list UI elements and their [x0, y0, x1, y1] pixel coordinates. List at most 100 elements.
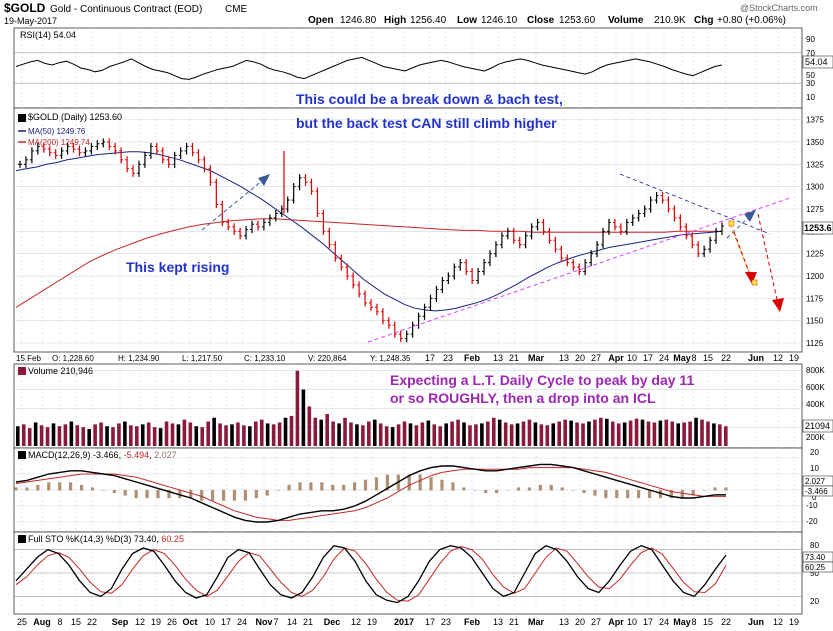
volume-bar — [152, 427, 157, 446]
x-tick-label: Mar — [528, 353, 545, 363]
x-tick-label: 15 — [703, 353, 713, 363]
volume-bar — [194, 426, 199, 446]
price-bar — [303, 174, 308, 186]
info-y: Y: 1,248.35 — [370, 354, 411, 363]
volume-bar — [462, 422, 466, 446]
trendline-support — [367, 197, 791, 343]
macd-hist-bar — [90, 487, 95, 491]
price-bar — [583, 259, 588, 276]
price-bar — [517, 236, 522, 249]
price-bar — [309, 178, 314, 195]
volume-bar — [426, 420, 431, 446]
macd-hist-bar — [527, 487, 531, 491]
volume-bars — [16, 370, 728, 446]
chg-label: Chg — [694, 15, 713, 26]
volume-bar — [129, 425, 133, 446]
arrow-rising — [201, 175, 269, 231]
price-bar — [89, 142, 94, 155]
volume-value-box: 21094 — [805, 421, 830, 431]
x-tick-label: 10 — [205, 617, 215, 627]
volume-bar — [307, 406, 312, 446]
volume-bar — [628, 420, 633, 446]
volume-bar — [390, 427, 395, 446]
macd-signal-line — [15, 467, 726, 521]
price-bar — [630, 214, 635, 226]
macd-hist-bar — [254, 490, 258, 499]
volume-bar — [283, 417, 288, 446]
sto-label-name: Full STO %K(14,3) %D(3) — [28, 534, 131, 544]
volume-bar — [81, 427, 86, 446]
vol-scale-600k: 600K — [806, 383, 825, 392]
macd-hist-bar — [658, 490, 663, 499]
volume-bar — [378, 423, 383, 446]
info-row: 15 Feb O: 1,228.60 H: 1,234.90 L: 1,217.… — [16, 354, 411, 363]
price-bar — [404, 330, 409, 343]
price-bar — [571, 259, 576, 271]
volume-bar — [575, 422, 579, 446]
volume-bar — [569, 420, 573, 446]
macd-hist-bar — [495, 490, 499, 494]
price-bar — [708, 236, 713, 253]
macd-panel: MACD(12,26,9) -3.466, -5.494, 2.027 20 1… — [13, 447, 833, 533]
macd-hist-bar — [702, 490, 706, 491]
volume-bar — [21, 424, 26, 446]
ma200-legend: MA(200) 1249.74 — [28, 138, 90, 147]
sto-value-box-2: 60.25 — [805, 563, 826, 572]
x-tick-label: May — [673, 617, 691, 627]
volume-bar — [480, 423, 484, 446]
volume-bar — [533, 422, 538, 446]
volume-bar — [468, 425, 472, 446]
volume-bar — [402, 421, 407, 446]
volume-bar — [105, 426, 109, 446]
close-label: Close — [527, 15, 555, 26]
macd-hist-bar — [473, 490, 477, 491]
x-tick-label: 12 — [135, 617, 145, 627]
volume-bar — [503, 422, 508, 446]
macd-hist-bar — [363, 479, 368, 491]
price-bar — [684, 223, 689, 240]
price-y-tick: 1300 — [806, 183, 824, 192]
volume-bar — [521, 421, 526, 446]
macd-hist-bar — [156, 490, 160, 499]
price-bar — [672, 205, 677, 222]
price-y-tick: 1325 — [806, 160, 824, 169]
price-bar — [77, 145, 82, 157]
price-y-tick: 1200 — [806, 272, 824, 281]
sto-label: Full STO %K(14,3) %D(3) 73.40, 60.25 — [28, 534, 184, 544]
macd-hist-bar — [47, 482, 51, 491]
price-bar — [196, 149, 201, 164]
vol-scale-400k: 400K — [806, 400, 825, 409]
price-bar — [487, 250, 492, 267]
macd-hist-bar — [571, 490, 575, 491]
volume-bar — [438, 426, 443, 446]
price-bar — [285, 196, 290, 213]
macd-hist-bar — [516, 487, 521, 491]
price-bar — [250, 220, 255, 234]
price-bar — [321, 209, 326, 235]
price-bar — [119, 147, 124, 164]
macd-hist-bar — [101, 490, 105, 491]
macd-hist-bar — [484, 490, 488, 494]
price-bar — [660, 192, 665, 204]
open-value: 1246.80 — [340, 15, 377, 26]
volume-bar — [212, 417, 216, 446]
volume-bar — [581, 423, 585, 446]
price-bar — [297, 174, 302, 191]
volume-bar — [408, 423, 413, 446]
volume-bar — [367, 421, 371, 446]
volume-bar — [610, 421, 615, 446]
x-tick-label: 8 — [691, 353, 696, 363]
price-bar — [606, 218, 611, 235]
price-y-tick: 1125 — [806, 339, 824, 348]
volume-bar — [724, 426, 728, 446]
volume-bar — [27, 428, 32, 446]
volume-bar — [622, 422, 627, 446]
volume-bar — [75, 425, 80, 446]
volume-bar — [706, 421, 710, 446]
volume-bar — [539, 424, 544, 446]
macd-hist-bar — [582, 490, 586, 494]
price-bar — [452, 263, 457, 280]
symbol-description: Gold - Continuous Contract (EOD) — [50, 4, 202, 15]
x-tick-label: 15 — [71, 617, 81, 627]
sto-d-value: 60.25 — [161, 534, 184, 544]
